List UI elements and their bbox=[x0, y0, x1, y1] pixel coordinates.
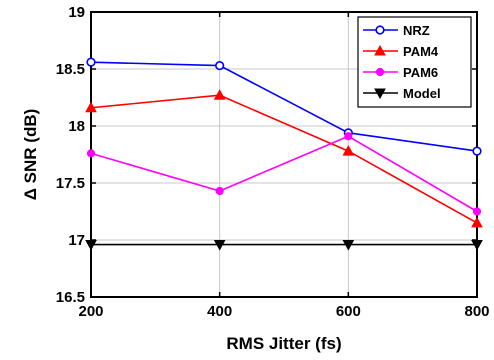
series-pam6 bbox=[86, 132, 482, 216]
data-point-pam6 bbox=[472, 207, 482, 216]
legend-label: NRZ bbox=[403, 23, 430, 38]
data-point-nrz bbox=[472, 146, 482, 156]
y-tick-label: 16.5 bbox=[56, 289, 85, 306]
x-tick-label: 600 bbox=[336, 303, 361, 320]
series-line-nrz bbox=[90, 61, 478, 152]
data-point-model bbox=[342, 240, 355, 251]
legend-item-nrz: NRZ bbox=[363, 23, 430, 38]
legend-label: Model bbox=[403, 86, 441, 101]
data-point-pam6 bbox=[215, 186, 224, 196]
y-tick-label: 19 bbox=[68, 4, 85, 21]
x-tick-label: 400 bbox=[207, 303, 232, 320]
series-line-pam6 bbox=[90, 135, 478, 213]
x-tick-label: 800 bbox=[464, 303, 489, 320]
y-tick-label: 17.5 bbox=[56, 175, 85, 192]
data-point-pam4 bbox=[342, 145, 355, 156]
legend-item-model: Model bbox=[363, 86, 441, 101]
series-model bbox=[85, 240, 483, 251]
data-series bbox=[85, 57, 483, 251]
legend-item-pam6: PAM6 bbox=[363, 65, 438, 80]
legend-item-pam4: PAM4 bbox=[363, 44, 439, 59]
grid-lines bbox=[91, 12, 477, 297]
data-point-model bbox=[471, 240, 483, 251]
data-point-pam4 bbox=[471, 216, 483, 228]
y-tick-label: 18.5 bbox=[56, 61, 85, 78]
legend-label: PAM6 bbox=[403, 65, 438, 80]
legend: NRZ PAM4 PAM6 Model bbox=[357, 16, 472, 108]
legend-swatch-marker bbox=[374, 88, 386, 100]
series-line-pam4 bbox=[90, 94, 478, 224]
data-point-pam4 bbox=[85, 101, 97, 113]
axis-ticks: 200 400 600 800 16.5 17 17.5 18 18.5 19 bbox=[56, 4, 490, 320]
x-tick-label: 200 bbox=[78, 303, 103, 320]
data-point-pam6 bbox=[344, 132, 353, 141]
legend-swatch-marker bbox=[374, 44, 386, 56]
y-axis-label: Δ SNR (dB) bbox=[21, 109, 40, 201]
y-tick-label: 17 bbox=[68, 232, 85, 249]
x-axis-label: RMS Jitter (fs) bbox=[226, 334, 341, 353]
data-point-pam6 bbox=[86, 149, 96, 158]
series-pam4 bbox=[85, 89, 483, 228]
y-tick-label: 18 bbox=[68, 118, 85, 135]
data-point-model bbox=[85, 240, 97, 251]
legend-swatch-marker bbox=[375, 67, 385, 77]
data-point-model bbox=[213, 240, 226, 251]
legend-label: PAM4 bbox=[403, 44, 439, 59]
legend-swatch-marker bbox=[375, 25, 385, 35]
data-point-pam4 bbox=[213, 89, 226, 100]
data-point-nrz bbox=[215, 60, 225, 71]
data-point-nrz bbox=[86, 57, 96, 67]
